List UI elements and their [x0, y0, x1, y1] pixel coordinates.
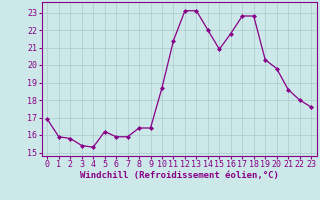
X-axis label: Windchill (Refroidissement éolien,°C): Windchill (Refroidissement éolien,°C)	[80, 171, 279, 180]
